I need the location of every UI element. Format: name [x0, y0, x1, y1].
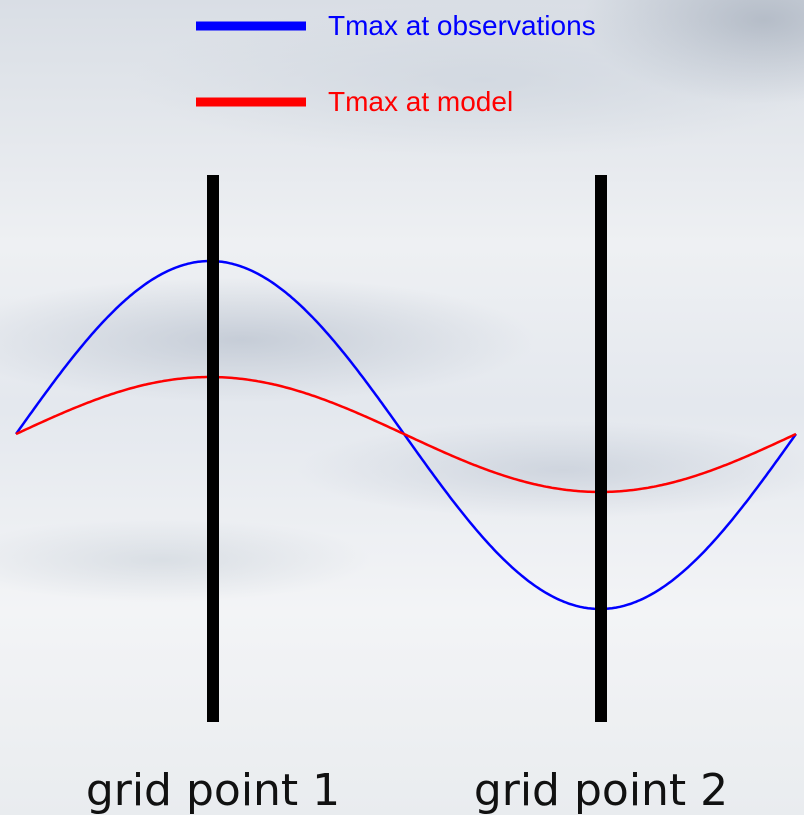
- observations-curve: [14, 259, 798, 611]
- grid-point-1-label: grid point 1: [86, 765, 340, 815]
- legend: Tmax at observations Tmax at model: [196, 10, 596, 117]
- model-curve: [15, 375, 797, 494]
- legend-label-model: Tmax at model: [328, 86, 513, 117]
- legend-label-observations: Tmax at observations: [328, 10, 596, 41]
- grid-point-2-label: grid point 2: [474, 765, 728, 815]
